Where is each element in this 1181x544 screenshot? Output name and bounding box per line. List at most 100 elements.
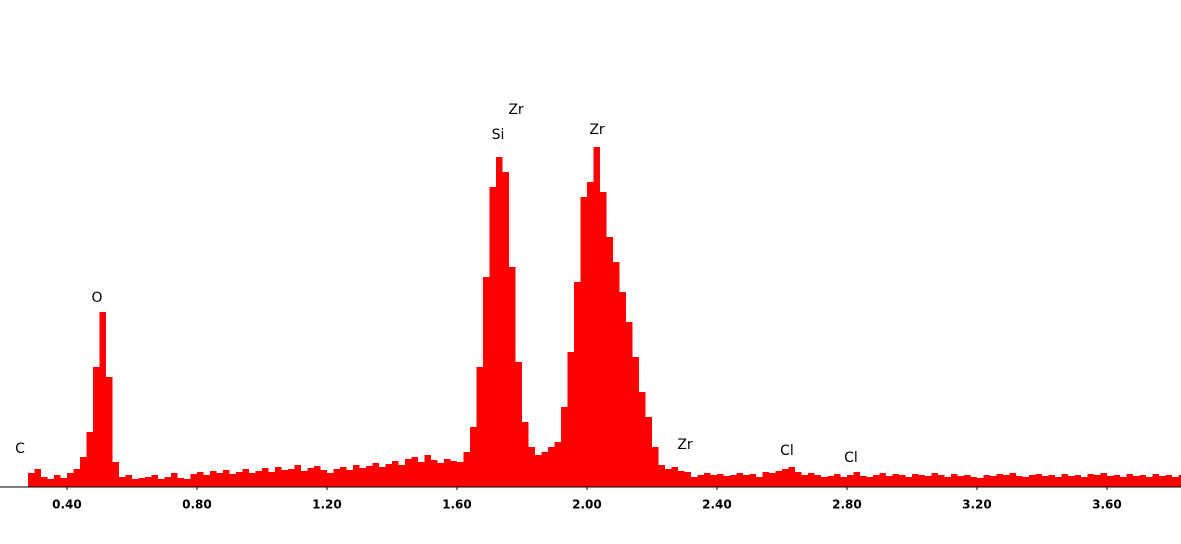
x-tick-label: 3.60	[1092, 498, 1122, 512]
bar	[762, 472, 769, 487]
bar	[684, 472, 691, 487]
bar	[788, 467, 795, 487]
bar	[963, 475, 971, 487]
bar	[957, 476, 964, 487]
bar	[632, 357, 639, 487]
bar	[664, 469, 672, 487]
bar	[794, 472, 802, 487]
bar	[515, 362, 522, 487]
bar	[53, 475, 61, 487]
bar	[1041, 476, 1049, 487]
bar	[1087, 474, 1094, 487]
bar	[73, 469, 80, 487]
bar	[671, 467, 678, 487]
bar	[1035, 474, 1042, 487]
x-tick-label: 0.80	[182, 498, 212, 512]
bar	[443, 459, 451, 487]
bar	[287, 469, 295, 487]
bar	[905, 477, 912, 487]
bar	[950, 474, 958, 487]
bar	[1080, 477, 1088, 487]
bar	[755, 477, 763, 487]
bar	[593, 147, 600, 487]
bar	[1048, 475, 1055, 487]
peak-label: Zr	[677, 437, 693, 453]
bar	[1100, 473, 1107, 487]
bar	[255, 471, 262, 487]
bar	[710, 475, 717, 487]
bar	[242, 469, 249, 487]
bar	[872, 475, 880, 487]
bar	[723, 476, 730, 487]
bar	[619, 292, 626, 487]
x-tick-label: 2.00	[572, 498, 602, 512]
bar	[573, 282, 581, 487]
bar	[892, 474, 899, 487]
bar	[40, 477, 48, 487]
bar	[781, 469, 789, 487]
bar	[567, 352, 574, 487]
bar	[261, 468, 269, 487]
bar	[1171, 477, 1179, 487]
bar	[885, 476, 893, 487]
bar	[489, 187, 496, 487]
bar	[1139, 475, 1146, 487]
bar	[300, 471, 308, 487]
bar	[814, 475, 821, 487]
bar	[1158, 476, 1166, 487]
bar	[313, 466, 321, 487]
bar	[944, 477, 951, 487]
peak-label: Zr	[589, 122, 605, 138]
peak-label: Cl	[780, 443, 794, 459]
bar	[970, 477, 977, 487]
bar	[658, 465, 665, 487]
bar	[547, 447, 555, 487]
bar	[521, 422, 529, 487]
bar	[853, 472, 860, 487]
peak-label: O	[91, 290, 102, 306]
bar	[612, 262, 620, 487]
bar	[385, 464, 392, 487]
bar	[430, 460, 438, 487]
bar	[560, 407, 568, 487]
bar	[807, 473, 815, 487]
bar	[937, 475, 945, 487]
bar	[34, 469, 41, 487]
bar	[99, 312, 106, 487]
x-tick-label: 0.40	[52, 498, 82, 512]
peak-label: Cl	[844, 450, 858, 466]
bar	[1106, 476, 1114, 487]
bar	[749, 474, 756, 487]
bar	[703, 473, 711, 487]
bar	[820, 477, 828, 487]
bar	[157, 479, 165, 487]
bar	[898, 475, 906, 487]
bar	[320, 470, 327, 487]
bar	[339, 467, 347, 487]
bar	[1074, 475, 1081, 487]
bar	[918, 475, 925, 487]
bar	[216, 473, 223, 487]
bar	[372, 463, 379, 487]
bar	[27, 473, 35, 487]
bar	[131, 479, 139, 487]
bar	[554, 442, 561, 487]
peak-label: C	[15, 441, 25, 457]
bar	[359, 468, 366, 487]
bar	[463, 452, 470, 487]
bar	[79, 457, 87, 487]
bar	[1067, 476, 1075, 487]
bar	[495, 157, 503, 487]
bar	[66, 473, 74, 487]
bar	[580, 197, 587, 487]
bar	[736, 473, 743, 487]
bar	[105, 377, 113, 487]
bar	[983, 475, 990, 487]
bar	[346, 470, 353, 487]
bar	[177, 478, 184, 487]
bar	[469, 427, 477, 487]
x-tick-label: 3.20	[962, 498, 992, 512]
bar	[222, 470, 230, 487]
bar	[112, 462, 119, 487]
bar	[378, 467, 386, 487]
